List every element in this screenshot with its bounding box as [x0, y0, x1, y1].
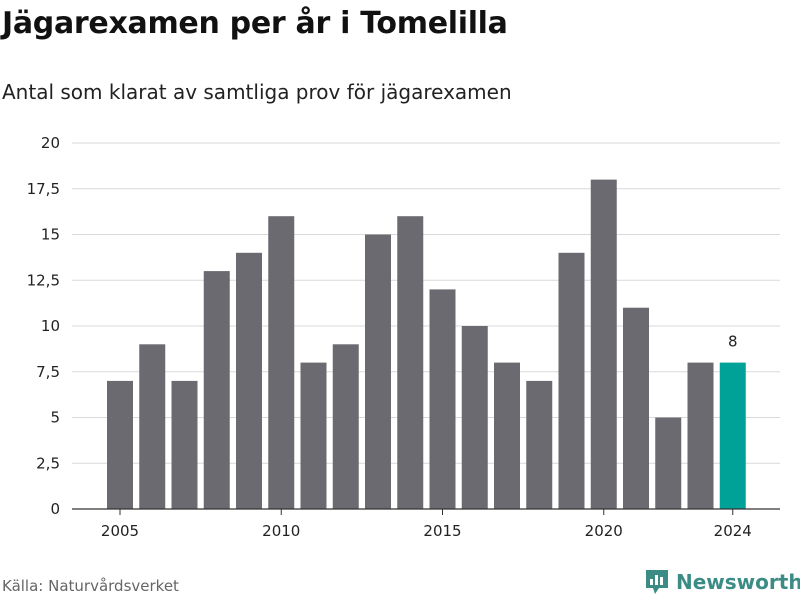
- y-axis-tick-labels: 0 2,5 5 7,5 10 12,5 15 17,5 20: [27, 134, 60, 518]
- y-tick-label: 10: [41, 317, 60, 335]
- x-axis: 2005 2010 2015 2020 2024: [72, 508, 780, 540]
- chart-subtitle: Antal som klarat av samtliga prov för jä…: [2, 80, 512, 104]
- y-tick-label: 0: [50, 500, 60, 518]
- x-tick-label: 2015: [423, 522, 461, 540]
- bar-2024: [719, 362, 746, 509]
- y-tick-label: 17,5: [27, 180, 60, 198]
- x-tick-label: 2005: [101, 522, 139, 540]
- chart-title: Jägarexamen per år i Tomelilla: [2, 6, 508, 41]
- data-label: 8: [728, 333, 738, 351]
- y-tick-label: 15: [41, 226, 60, 244]
- bar-2011: [300, 362, 327, 509]
- x-tick-label: 2010: [262, 522, 300, 540]
- bar-2014: [397, 216, 424, 509]
- x-tick-label: 2020: [585, 522, 623, 540]
- bar-2022: [655, 417, 682, 509]
- bar-2006: [139, 344, 166, 509]
- bars: [107, 179, 746, 510]
- bar-2013: [365, 234, 391, 509]
- bar-2017: [494, 362, 520, 509]
- bar-2016: [461, 326, 488, 509]
- y-tick-label: 5: [50, 409, 60, 427]
- x-tick-label: 2024: [714, 522, 752, 540]
- bar-2018: [526, 380, 553, 509]
- gridlines: [72, 142, 780, 464]
- y-tick-label: 12,5: [27, 271, 60, 289]
- bar-2021: [623, 307, 649, 509]
- brand-name: Newsworthy: [676, 570, 800, 594]
- bar-2023: [687, 362, 714, 509]
- bar-2010: [268, 216, 295, 509]
- data-labels: 8: [728, 333, 738, 351]
- bar-2019: [558, 252, 585, 510]
- y-tick-label: 7,5: [36, 363, 60, 381]
- bar-2020: [590, 179, 617, 509]
- bar-2008: [203, 271, 230, 509]
- bar-2009: [236, 252, 262, 510]
- y-tick-label: 20: [41, 134, 60, 152]
- bar-2015: [429, 289, 456, 509]
- source-note: Källa: Naturvårdsverket: [2, 577, 179, 595]
- newsworthy-logo-icon: [646, 570, 668, 594]
- brand-logo[interactable]: Newsworthy: [644, 568, 800, 596]
- bar-2007: [171, 380, 198, 509]
- bar-2012: [332, 344, 359, 509]
- bar-2005: [107, 380, 133, 509]
- y-tick-label: 2,5: [36, 454, 60, 472]
